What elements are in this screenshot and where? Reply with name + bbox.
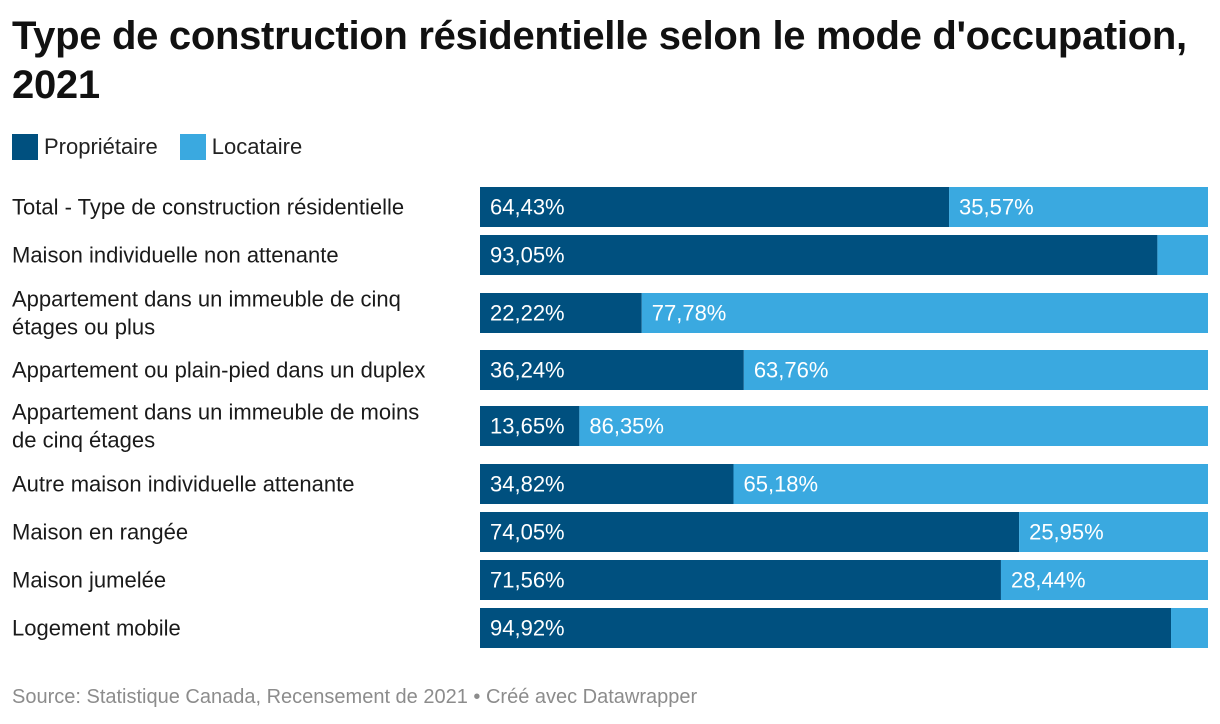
- category-label-line: Autre maison individuelle attenante: [12, 472, 354, 497]
- category-label-line: étages ou plus: [12, 315, 155, 340]
- value-label-proprietaire: 93,05%: [490, 243, 565, 268]
- value-label-proprietaire: 94,92%: [490, 616, 565, 641]
- bar-locataire: [1019, 512, 1208, 552]
- bar-proprietaire: [480, 187, 950, 227]
- bar-locataire: [1000, 560, 1208, 600]
- category-label-line: Logement mobile: [12, 616, 181, 641]
- value-label-locataire: 77,78%: [652, 301, 727, 326]
- bar-proprietaire: [480, 235, 1158, 275]
- category-label: Appartement dans un immeuble de cinq étag…: [12, 287, 401, 340]
- chart-svg: Total - Type de construction résidentiel…: [12, 187, 1208, 648]
- bar-locataire: [641, 293, 1208, 333]
- legend-item-locataire: Locataire: [179, 134, 303, 160]
- stacked-bar-chart: Total - Type de construction résidentiel…: [0, 180, 1220, 670]
- category-label: Total - Type de construction résidentiel…: [12, 195, 404, 220]
- bar-proprietaire: [480, 512, 1020, 552]
- value-label-locataire: 65,18%: [743, 472, 818, 497]
- bar-locataire: [1157, 235, 1208, 275]
- category-label: Logement mobile: [12, 616, 181, 641]
- category-label-line: Appartement dans un immeuble de moins: [12, 400, 419, 425]
- category-label: Appartement ou plain-pied dans un duplex: [12, 358, 425, 383]
- category-label-line: Appartement dans un immeuble de cinq: [12, 287, 401, 312]
- category-label: Maison en rangée: [12, 520, 188, 545]
- legend-swatch-proprietaire: [12, 134, 38, 160]
- category-label-line: de cinq étages: [12, 428, 155, 453]
- category-label: Autre maison individuelle attenante: [12, 472, 354, 497]
- bar-proprietaire: [480, 406, 580, 446]
- bar-locataire: [949, 187, 1208, 227]
- value-label-proprietaire: 22,22%: [490, 301, 565, 326]
- bar-proprietaire: [480, 464, 734, 504]
- value-label-proprietaire: 13,65%: [490, 414, 565, 439]
- value-label-locataire: 28,44%: [1011, 568, 1086, 593]
- value-label-proprietaire: 34,82%: [490, 472, 565, 497]
- category-label-line: Appartement ou plain-pied dans un duplex: [12, 358, 425, 383]
- category-label-line: Maison en rangée: [12, 520, 188, 545]
- chart-title: Type de construction résidentielle selon…: [12, 14, 1187, 107]
- category-label: Maison individuelle non attenante: [12, 243, 339, 268]
- legend-swatch-locataire: [179, 134, 206, 160]
- legend: Propriétaire Locataire: [12, 132, 324, 162]
- bar-proprietaire: [480, 293, 642, 333]
- bar-proprietaire: [480, 350, 744, 390]
- value-label-proprietaire: 71,56%: [490, 568, 565, 593]
- value-label-proprietaire: 36,24%: [490, 358, 565, 383]
- legend-item-proprietaire: Propriétaire: [12, 134, 158, 160]
- category-label-line: Maison individuelle non attenante: [12, 243, 339, 268]
- bar-locataire: [743, 350, 1208, 390]
- category-label-line: Total - Type de construction résidentiel…: [12, 195, 404, 220]
- value-label-proprietaire: 74,05%: [490, 520, 565, 545]
- source-note: Source: Statistique Canada, Recensement …: [12, 686, 698, 708]
- category-label: Maison jumelée: [12, 568, 166, 593]
- bar-locataire: [579, 406, 1208, 446]
- bar-locataire: [1171, 608, 1208, 648]
- value-label-locataire: 86,35%: [589, 414, 664, 439]
- value-label-proprietaire: 64,43%: [490, 195, 565, 220]
- bar-locataire: [733, 464, 1208, 504]
- value-label-locataire: 25,95%: [1029, 520, 1104, 545]
- legend-label-locataire: Locataire: [211, 134, 303, 159]
- bar-proprietaire: [480, 608, 1172, 648]
- value-label-locataire: 63,76%: [754, 358, 829, 383]
- legend-label-proprietaire: Propriétaire: [44, 134, 158, 159]
- value-label-locataire: 35,57%: [959, 195, 1034, 220]
- category-label: Appartement dans un immeuble de moins de …: [12, 400, 419, 453]
- category-label-line: Maison jumelée: [12, 568, 166, 593]
- bar-proprietaire: [480, 560, 1001, 600]
